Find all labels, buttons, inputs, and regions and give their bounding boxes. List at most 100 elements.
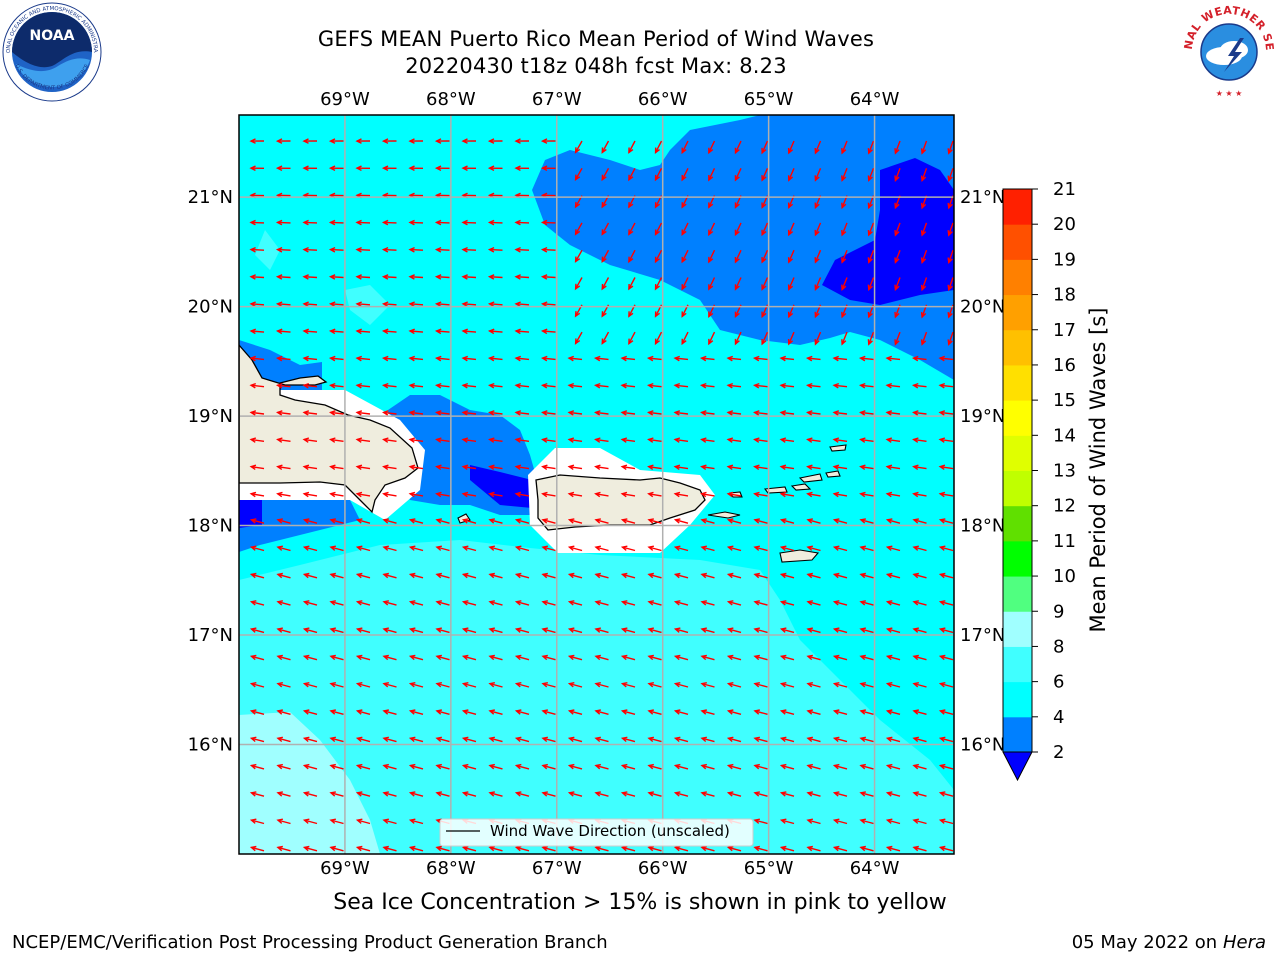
wind-wave-arrow [938,382,954,389]
wind-wave-arrow [328,301,344,307]
wind-wave-arrow [761,140,769,155]
wind-wave-arrow [381,274,397,280]
wind-wave-arrow [382,410,397,416]
wind-wave-arrow [620,654,636,661]
wind-wave-arrow [859,627,874,634]
wind-wave-arrow [329,518,344,524]
wind-wave-arrow [541,654,556,661]
wind-wave-arrow [832,736,848,743]
wind-wave-arrow [947,277,954,292]
wind-wave-arrow [859,845,874,852]
wind-wave-arrow [841,168,848,182]
wind-wave-arrow [461,682,477,688]
wind-wave-arrow [302,600,318,606]
wind-wave-arrow [329,818,344,825]
wind-wave-arrow [806,437,821,443]
wind-wave-arrow [938,654,954,661]
wind-wave-arrow [885,763,901,770]
colorbar-segment [1003,435,1032,471]
wind-wave-arrow [461,600,477,606]
wind-wave-arrow [620,572,636,579]
wind-wave-arrow [832,545,848,552]
map-axis-labels: 69°W 69°W 68°W 68°W 67°W 67°W 66°W 66°W 65°W 65°W… [188,89,1006,879]
wind-wave-arrow [408,791,424,797]
lat-tick-label: 16°N [960,735,1005,756]
colorbar-segment [1003,540,1032,577]
wind-wave-arrow [355,410,371,416]
wind-wave-arrow [540,138,556,144]
wind-wave-arrow [514,572,530,579]
wind-wave-arrow [382,709,397,715]
wind-wave-arrow [382,600,397,606]
wind-wave-arrow [938,736,954,743]
wind-wave-arrow [514,410,530,416]
wind-wave-arrow [673,627,689,634]
wind-wave-arrow [594,491,609,498]
wind-wave-arrow [726,437,742,443]
wind-wave-arrow [885,437,901,443]
wind-wave-arrow [859,410,874,416]
wind-wave-arrow [700,518,715,524]
wind-wave-arrow [514,600,530,606]
wind-wave-arrow [249,627,265,634]
wind-wave-arrow [620,437,636,443]
wind-wave-arrow [885,791,901,797]
wind-wave-arrow [408,627,424,634]
wind-wave-arrow [787,140,795,155]
lon-tick-label: 65°W [744,89,794,110]
wind-wave-arrow [408,355,424,362]
colorbar-segment [1003,294,1032,331]
period-band-under-2-mona [470,465,532,508]
wind-wave-arrow [681,331,689,346]
period-band-under-2-west [239,500,262,528]
wind-wave-arrow [488,545,503,552]
wind-wave-arrow [408,518,424,524]
colorbar-tick-label: 9 [1053,601,1064,622]
wind-wave-arrow [647,410,662,416]
wind-wave-arrow [355,246,371,253]
wind-wave-arrow [753,572,768,579]
wind-wave-arrow [647,491,662,498]
period-band-2-4-west-south [239,490,360,552]
wind-wave-arrow [859,818,874,825]
wind-wave-arrow [302,410,318,416]
wind-wave-arrow [434,246,450,253]
wind-wave-arrow [408,301,424,307]
wind-wave-arrow [654,331,663,346]
wind-wave-arrow [434,274,450,280]
colorbar-tick-label: 14 [1053,425,1076,446]
wind-wave-arrow [779,682,795,688]
wind-wave-arrow [779,410,795,416]
wind-wave-arrow [594,600,609,606]
wind-wave-arrow [276,518,291,524]
wind-wave-arrow [912,437,927,443]
wind-wave-arrow [753,791,768,797]
wind-wave-arrow [488,627,503,634]
wind-wave-arrow [461,654,477,661]
wind-wave-arrow [329,845,344,852]
wind-wave-arrow [832,791,848,797]
wind-wave-arrow [753,545,768,552]
wind-wave-arrow [435,709,450,715]
wind-wave-arrow [700,437,715,443]
wind-wave-arrow [249,736,265,743]
lon-tick-label: 66°W [638,89,688,110]
wind-wave-arrow [726,627,742,634]
wind-wave-arrow [514,355,530,362]
wind-wave-arrow [434,328,450,335]
wind-wave-arrow [487,138,503,144]
wind-wave-arrow [355,328,371,335]
wind-wave-arrow [329,763,344,770]
wind-wave-arrow [726,682,742,688]
wind-wave-arrow [382,572,397,579]
wind-wave-arrow [249,682,265,688]
wind-wave-arrow [329,437,344,443]
wind-wave-arrow [567,654,583,661]
wind-wave-arrow [302,682,318,688]
wind-wave-arrow [514,845,530,852]
wind-wave-arrow [434,301,450,307]
wind-wave-arrow [947,140,954,155]
wind-wave-arrow [620,600,636,606]
wind-wave-arrow [355,301,371,307]
wind-wave-arrow [806,464,821,471]
